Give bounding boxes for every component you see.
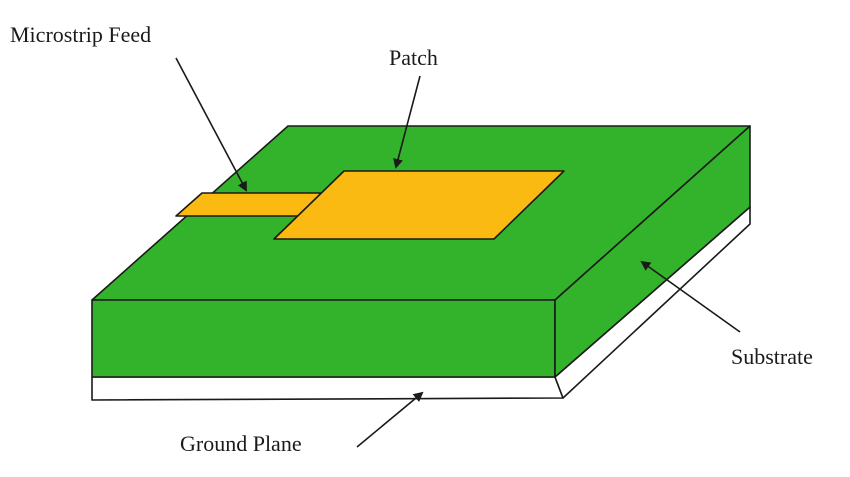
- patch: [273, 170, 565, 240]
- substrate: [91, 125, 751, 378]
- ground-plane-label: Ground Plane: [180, 431, 302, 456]
- ground-plane-front-face: [91, 376, 564, 401]
- microstrip-feed-arrow: [175, 57, 247, 192]
- patch-label: Patch: [389, 45, 438, 70]
- substrate-side-face: [554, 125, 751, 378]
- microstrip-feed-line: [175, 192, 322, 217]
- ground-plane-arrow: [356, 391, 424, 448]
- substrate-arrow: [640, 260, 741, 333]
- ground-plane: [91, 206, 751, 401]
- substrate-front-face: [91, 299, 556, 378]
- substrate-label: Substrate: [731, 344, 813, 369]
- microstrip-feed-label: Microstrip Feed: [10, 22, 151, 47]
- patch-arrow: [393, 75, 421, 169]
